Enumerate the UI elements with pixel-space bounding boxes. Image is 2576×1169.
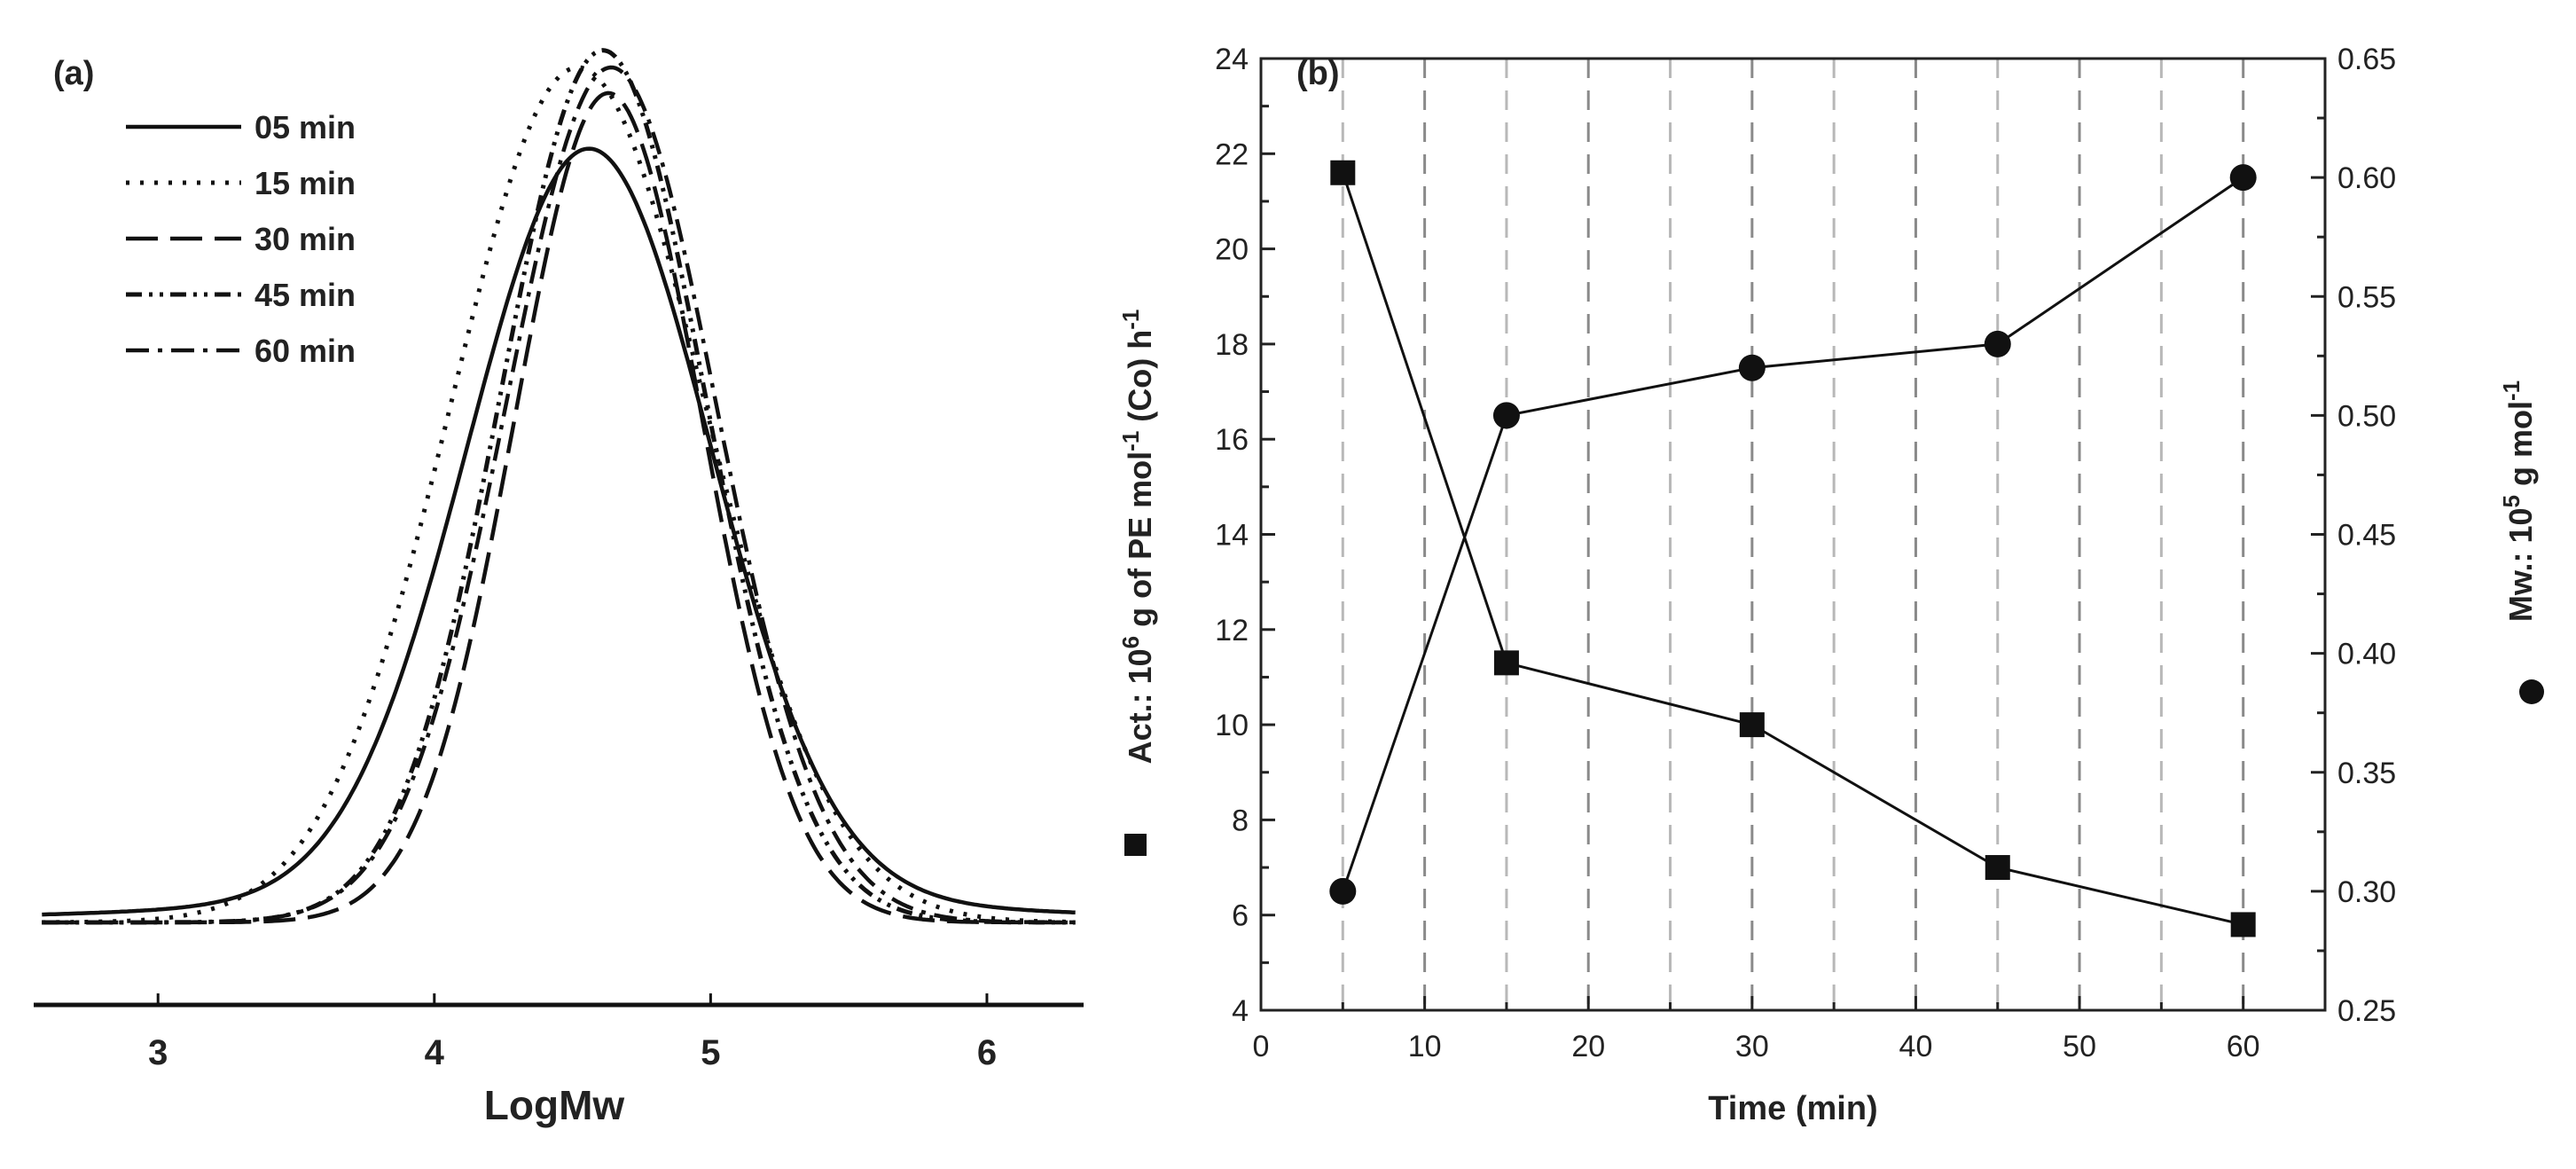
y-left-tick-label: 24 — [1215, 43, 1249, 76]
panel-a: (a) 3 4 5 6 LogMw 05 min 15 min 30 min 45 min 6… — [34, 48, 1084, 1128]
x-tick-label: 40 — [1899, 1030, 1933, 1063]
x-tick-label: 50 — [2063, 1030, 2096, 1063]
legend-label: 30 min — [254, 221, 356, 257]
panel-b-series — [1329, 160, 2257, 938]
legend-label: 45 min — [254, 277, 356, 313]
panel-b-ticks: 0 10 20 30 40 50 60 4 6 8 10 12 14 16 18 20 22 24 0.25 0.30… — [1215, 43, 2396, 1063]
panel-b-grid — [1341, 59, 2245, 1010]
series-line-15-min — [42, 65, 1076, 925]
y-right-tick-label: 0.60 — [2337, 161, 2396, 195]
series-line-act — [1341, 172, 2244, 926]
y-left-tick-label: 8 — [1232, 804, 1249, 837]
x-tick-label: 30 — [1735, 1030, 1769, 1063]
y-right-tick-label: 0.55 — [2337, 280, 2396, 314]
y-right-tick-label: 0.35 — [2337, 757, 2396, 790]
panel-a-curves — [42, 48, 1076, 925]
data-point-circle — [1329, 877, 1357, 905]
x-tick-label: 6 — [977, 1033, 997, 1072]
y-left-tick-label: 18 — [1215, 328, 1249, 362]
series-line-30-min — [42, 90, 1076, 925]
panel-b: (b) 0 10 20 30 40 50 60 4 6 8 10 12 14 16 18 20 22 24 0.25… — [1117, 43, 2544, 1127]
panel-b-frame — [1259, 57, 2327, 1012]
y-right-tick-label: 0.65 — [2337, 43, 2396, 76]
series-line-45-min — [42, 48, 1076, 925]
y-left-tick-label: 10 — [1215, 709, 1249, 742]
y-left-tick-label: 20 — [1215, 233, 1249, 267]
legend-label: 05 min — [254, 109, 356, 145]
x-tick-label: 10 — [1408, 1030, 1442, 1063]
series-line-mw — [1341, 176, 2244, 892]
data-point-square — [1985, 855, 2010, 881]
y-left-tick-label: 14 — [1215, 519, 1249, 553]
y-right-tick-label: 0.45 — [2337, 519, 2396, 553]
series-line-60-min — [42, 65, 1076, 925]
y-right-tick-label: 0.50 — [2337, 399, 2396, 433]
legend-label: 60 min — [254, 333, 356, 369]
panel-a-x-ticks: 3 4 5 6 — [148, 993, 997, 1072]
y-left-tick-label: 6 — [1232, 899, 1249, 933]
x-tick-label: 0 — [1253, 1030, 1270, 1063]
data-point-square — [1493, 650, 1519, 676]
y-left-tick-label: 16 — [1215, 423, 1249, 457]
panel-b-right-y-label: Mw.: 105 g mol-1 — [2498, 381, 2539, 622]
data-point-circle — [1492, 402, 1520, 429]
x-tick-label: 4 — [425, 1033, 445, 1072]
y-left-tick-label: 22 — [1215, 137, 1249, 171]
y-right-tick-label: 0.40 — [2337, 638, 2396, 671]
left-axis-square-marker-key — [1124, 834, 1147, 856]
y-left-tick-label: 4 — [1232, 994, 1249, 1028]
panel-b-x-label: Time (min) — [1708, 1090, 1877, 1127]
legend-label: 15 min — [254, 165, 356, 201]
data-point-square — [2230, 912, 2256, 938]
y-left-tick-label: 12 — [1215, 614, 1249, 647]
data-point-circle — [1984, 330, 2011, 357]
panel-label-b: (b) — [1296, 55, 1340, 92]
panel-a-x-label: LogMw — [484, 1082, 625, 1128]
panel-label-a: (a) — [53, 55, 94, 92]
data-point-circle — [1738, 354, 1766, 381]
y-right-tick-label: 0.30 — [2337, 875, 2396, 909]
x-tick-label: 5 — [701, 1033, 720, 1072]
panel-b-left-y-label: Act.: 106 g of PE mol-1 (Co) h-1 — [1117, 310, 1158, 765]
x-tick-label: 3 — [148, 1033, 168, 1072]
y-right-tick-label: 0.25 — [2337, 994, 2396, 1028]
x-tick-label: 20 — [1571, 1030, 1605, 1063]
right-axis-circle-marker-key — [2519, 679, 2544, 704]
panel-a-legend: 05 min 15 min 30 min 45 min 60 min — [126, 109, 356, 369]
data-point-square — [1330, 160, 1356, 185]
data-point-square — [1739, 712, 1765, 738]
x-tick-label: 60 — [2227, 1030, 2260, 1063]
series-line-05-min — [42, 146, 1076, 917]
panel-b-left-y-label-group: Act.: 106 g of PE mol-1 (Co) h-1 — [1117, 310, 1158, 765]
panel-b-right-y-label-group: Mw.: 105 g mol-1 — [2498, 381, 2539, 622]
data-point-circle — [2229, 164, 2257, 192]
